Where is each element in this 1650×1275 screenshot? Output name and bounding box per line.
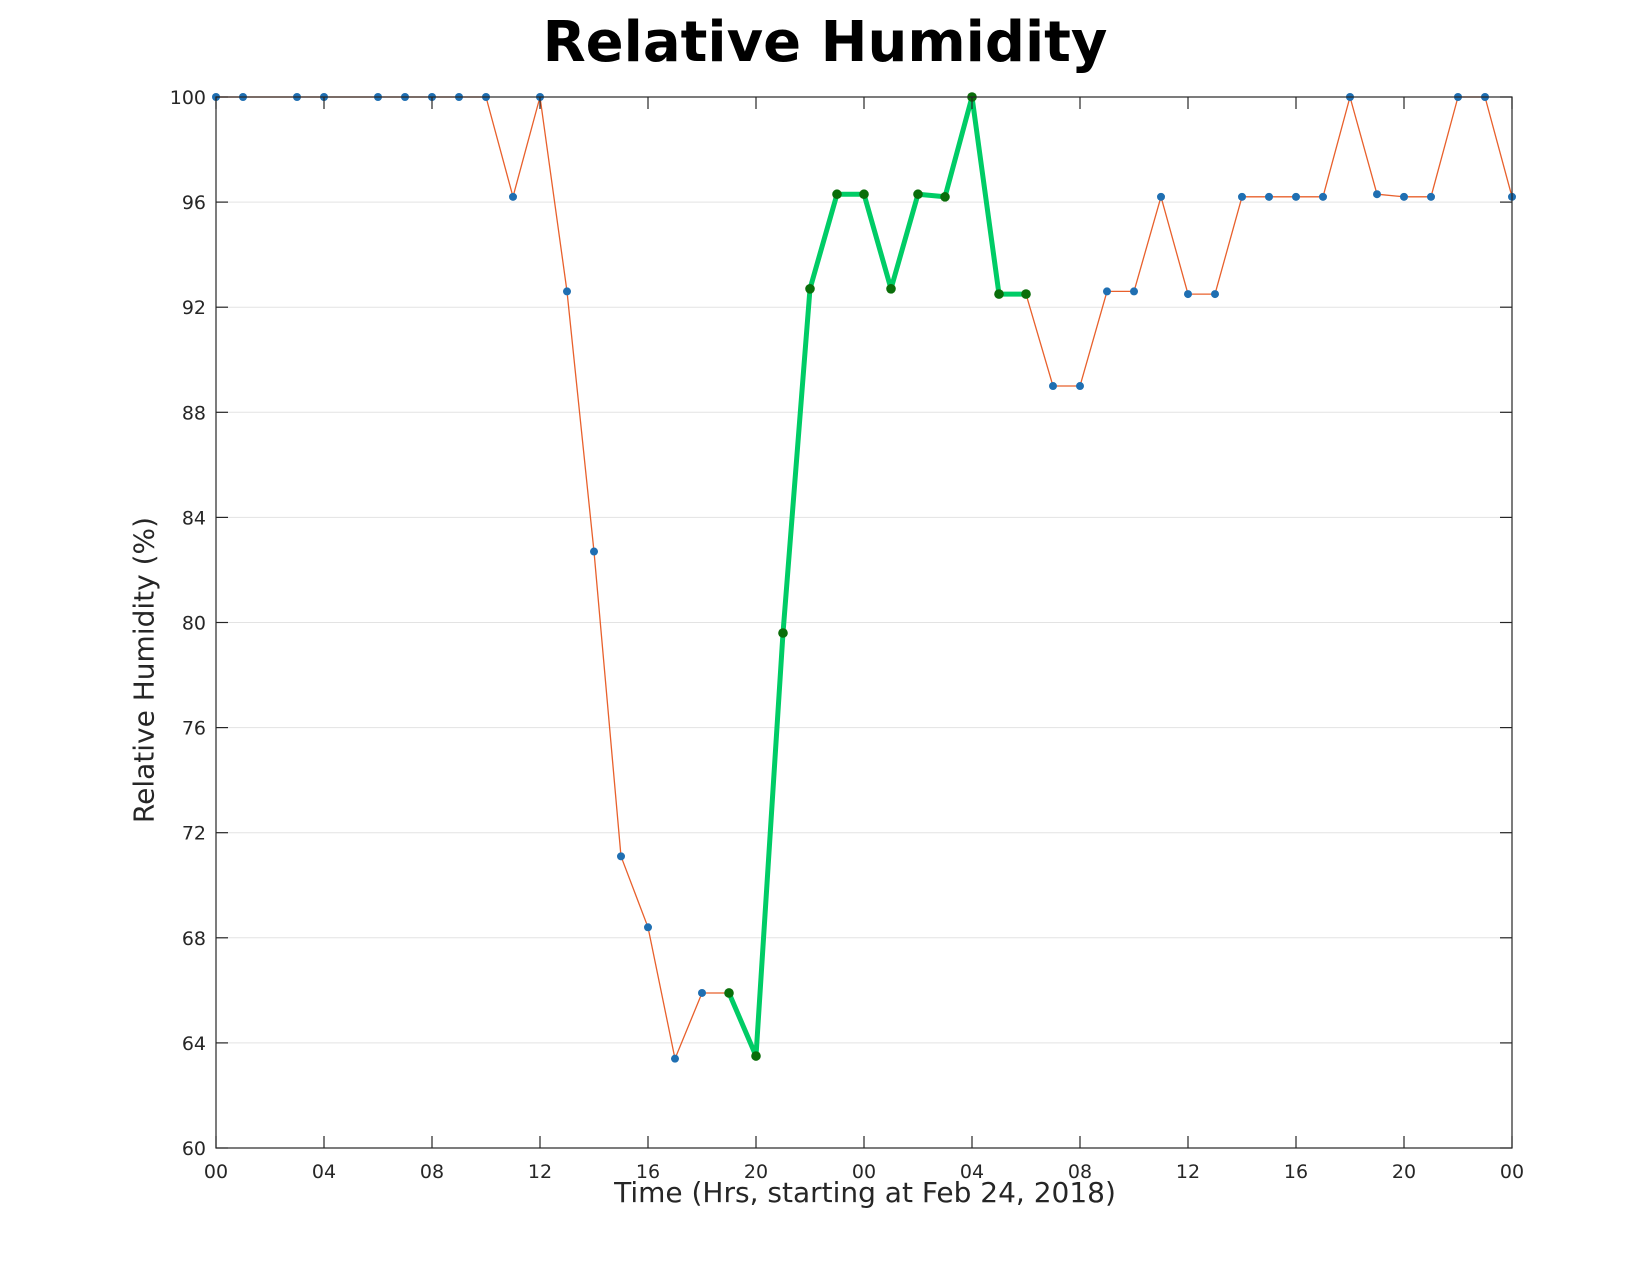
data-point — [1130, 287, 1138, 296]
data-point — [1021, 289, 1031, 299]
y-tick-label: 68 — [182, 928, 206, 950]
x-tick-label: 00 — [1500, 1161, 1524, 1183]
data-point — [563, 287, 571, 296]
data-point — [886, 284, 896, 294]
data-point — [859, 189, 869, 200]
y-tick-label: 88 — [182, 402, 206, 424]
data-point — [590, 547, 598, 556]
data-point — [1265, 192, 1273, 201]
data-point — [751, 1051, 761, 1061]
x-tick-label: 16 — [636, 1161, 660, 1183]
x-tick-label: 12 — [528, 1161, 552, 1183]
y-tick-label: 92 — [182, 297, 206, 319]
y-tick-label: 76 — [182, 718, 206, 740]
axis-ticks: 60 64 68 72 76 80 84 88 92 96 100 00 04 08 12 16 20 00 04 0… — [170, 87, 1524, 1183]
x-tick-label: 16 — [1284, 1161, 1308, 1183]
data-point — [1157, 192, 1165, 201]
y-tick-label: 60 — [182, 1138, 206, 1160]
data-point — [698, 988, 706, 997]
data-point — [940, 192, 950, 202]
data-point — [724, 988, 734, 998]
data-point — [1184, 290, 1192, 299]
chart-title: Relative Humidity — [542, 10, 1108, 75]
data-point — [1319, 192, 1327, 201]
y-tick-label: 100 — [170, 87, 206, 109]
data-point — [1373, 190, 1381, 199]
y-tick-label: 80 — [182, 613, 206, 635]
series-lines — [215, 94, 1513, 1060]
series-line-0 — [215, 96, 1513, 1060]
y-tick-label: 72 — [182, 823, 206, 845]
data-point — [778, 628, 788, 638]
data-point — [832, 189, 842, 200]
x-tick-label: 04 — [960, 1161, 984, 1183]
x-tick-label: 00 — [204, 1161, 228, 1183]
data-point — [1238, 192, 1246, 201]
data-point — [805, 284, 815, 294]
x-tick-label: 04 — [312, 1161, 336, 1183]
data-point — [1076, 382, 1084, 391]
x-tick-label: 20 — [744, 1161, 768, 1183]
gridlines — [216, 96, 1512, 1149]
x-tick-label: 08 — [1068, 1161, 1092, 1183]
data-point — [509, 192, 517, 201]
y-tick-label: 84 — [182, 507, 206, 529]
y-axis-label: Relative Humidity (%) — [127, 516, 161, 824]
y-tick-label: 96 — [182, 192, 206, 214]
data-point — [644, 923, 652, 932]
data-point — [1400, 192, 1408, 201]
data-point — [1292, 192, 1300, 201]
x-tick-label: 20 — [1392, 1161, 1416, 1183]
series-markers — [212, 92, 1516, 1063]
data-point — [994, 289, 1004, 299]
data-point — [1211, 290, 1219, 299]
data-point — [1103, 287, 1111, 296]
data-point — [1427, 192, 1435, 201]
series-line-1 — [726, 94, 1029, 1059]
x-tick-label: 12 — [1176, 1161, 1200, 1183]
x-tick-label: 00 — [852, 1161, 876, 1183]
data-point — [1049, 382, 1057, 391]
x-axis-label: Time (Hrs, starting at Feb 24, 2018) — [614, 1176, 1116, 1209]
data-point — [671, 1054, 679, 1063]
data-point — [913, 189, 923, 200]
y-tick-label: 64 — [182, 1033, 206, 1055]
x-tick-label: 08 — [420, 1161, 444, 1183]
data-point — [617, 852, 625, 861]
